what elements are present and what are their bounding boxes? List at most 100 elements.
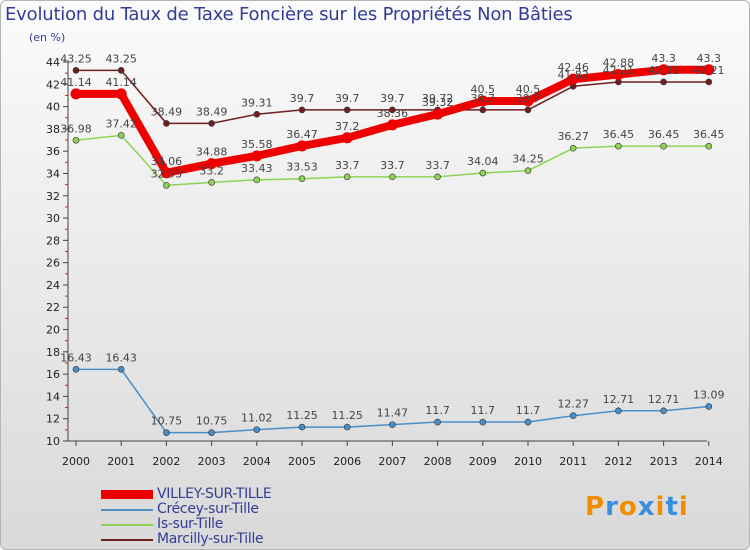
data-point-cr-cey-sur-tille (660, 407, 667, 415)
data-point-is-sur-tille (660, 142, 667, 150)
x-tick-label: 2002 (152, 455, 180, 468)
logo-letter: o (618, 492, 638, 522)
data-label-is-sur-tille: 33.7 (380, 159, 405, 172)
data-point-villey-sur-tille (206, 158, 218, 170)
x-tick-label: 2005 (288, 455, 316, 468)
logo-letter: x (637, 492, 656, 522)
data-label-cr-cey-sur-tille: 11.7 (471, 404, 496, 417)
chart-title: Evolution du Taux de Taxe Foncière sur l… (5, 4, 573, 25)
legend-swatch (101, 509, 153, 511)
data-label-villey-sur-tille: 41.14 (105, 76, 137, 89)
data-label-is-sur-tille: 33.53 (286, 161, 318, 174)
data-label-cr-cey-sur-tille: 10.75 (151, 415, 183, 428)
y-tick-label: 16 (46, 368, 60, 381)
data-label-cr-cey-sur-tille: 11.02 (241, 412, 273, 425)
legend-label: Is-sur-Tille (157, 516, 224, 532)
data-label-cr-cey-sur-tille: 11.47 (377, 407, 409, 420)
series-villey-sur-tille (70, 64, 715, 179)
data-label-cr-cey-sur-tille: 11.7 (425, 404, 450, 417)
data-label-villey-sur-tille: 43.3 (651, 52, 676, 65)
legend-label: VILLEY-SUR-TILLE (157, 486, 272, 502)
data-label-marcilly-sur-tille: 39.31 (241, 96, 273, 109)
y-tick-label: 28 (46, 234, 60, 247)
data-point-villey-sur-tille (612, 68, 624, 80)
data-label-marcilly-sur-tille: 42.21 (603, 64, 635, 77)
data-point-villey-sur-tille (251, 150, 263, 162)
data-point-cr-cey-sur-tille (615, 407, 622, 415)
y-tick-label: 38 (46, 123, 60, 136)
data-point-is-sur-tille (208, 179, 215, 186)
data-point-is-sur-tille (705, 142, 713, 150)
data-label-cr-cey-sur-tille: 11.25 (286, 409, 318, 422)
data-point-marcilly-sur-tille (343, 106, 351, 114)
data-label-villey-sur-tille: 35.58 (241, 138, 273, 151)
data-point-marcilly-sur-tille (72, 67, 80, 74)
proxiti-logo: Proxiti (585, 492, 689, 522)
data-label-villey-sur-tille: 36.47 (286, 128, 318, 141)
x-tick-label: 2000 (62, 455, 90, 468)
x-tick-label: 2013 (650, 455, 678, 468)
series-cr-cey-sur-tille (72, 366, 713, 436)
data-point-is-sur-tille (524, 167, 532, 174)
x-tick-label: 2004 (243, 455, 271, 468)
data-point-villey-sur-tille (296, 140, 308, 152)
data-label-is-sur-tille: 33.7 (425, 159, 450, 172)
legend-swatch (101, 539, 153, 541)
data-point-marcilly-sur-tille (298, 106, 306, 114)
data-label-cr-cey-sur-tille: 16.43 (60, 351, 92, 364)
data-label-marcilly-sur-tille: 39.7 (516, 92, 541, 105)
data-label-is-sur-tille: 34.04 (467, 155, 499, 168)
data-label-marcilly-sur-tille: 43.25 (105, 52, 137, 65)
y-tick-label: 10 (46, 435, 60, 448)
logo-letter: t (665, 492, 679, 522)
legend-label: Crécey-sur-Tille (157, 501, 259, 517)
data-point-villey-sur-tille (160, 167, 172, 179)
x-tick-label: 2012 (604, 455, 632, 468)
y-tick-label: 22 (46, 301, 60, 314)
axes: 10 12 14 16 18 20 22 24 26 28 30 32 34 36 38 40 42 44 2000… (46, 56, 723, 468)
data-point-is-sur-tille (253, 176, 261, 184)
y-tick-label: 18 (46, 346, 60, 359)
y-tick-label: 14 (46, 390, 60, 403)
legend-label: Marcilly-sur-Tille (157, 531, 264, 547)
y-tick-label: 34 (46, 167, 60, 180)
data-point-cr-cey-sur-tille (389, 421, 396, 428)
data-point-cr-cey-sur-tille (298, 423, 306, 431)
logo-letter: r (605, 492, 619, 522)
data-point-is-sur-tille (569, 144, 577, 152)
y-tick-label: 42 (46, 78, 60, 91)
data-point-is-sur-tille (298, 175, 306, 183)
data-point-marcilly-sur-tille (524, 106, 532, 114)
data-point-marcilly-sur-tille (208, 120, 215, 127)
x-tick-label: 2007 (378, 455, 406, 468)
x-tick-label: 2010 (514, 455, 542, 468)
data-point-villey-sur-tille (703, 64, 715, 76)
data-point-marcilly-sur-tille (479, 106, 487, 114)
data-label-marcilly-sur-tille: 38.49 (151, 105, 183, 118)
data-label-villey-sur-tille: 40.5 (471, 83, 496, 96)
data-label-marcilly-sur-tille: 39.7 (471, 92, 496, 105)
data-label-is-sur-tille: 33.2 (199, 164, 224, 177)
data-label-villey-sur-tille: 43.3 (697, 52, 722, 65)
data-label-cr-cey-sur-tille: 16.43 (105, 351, 137, 364)
data-label-is-sur-tille: 32.93 (151, 167, 183, 180)
data-label-marcilly-sur-tille: 41.82 (557, 68, 589, 81)
data-label-is-sur-tille: 34.25 (512, 153, 544, 166)
x-tick-label: 2008 (424, 455, 452, 468)
y-tick-label: 24 (46, 279, 60, 292)
data-label-cr-cey-sur-tille: 10.75 (196, 415, 228, 428)
data-label-villey-sur-tille: 42.88 (603, 56, 635, 69)
data-point-villey-sur-tille (341, 132, 353, 144)
data-label-marcilly-sur-tille: 39.7 (335, 92, 360, 105)
data-point-cr-cey-sur-tille (569, 412, 577, 419)
y-tick-label: 44 (46, 56, 60, 69)
data-label-villey-sur-tille: 34.06 (151, 155, 183, 168)
data-point-is-sur-tille (434, 173, 441, 181)
data-label-is-sur-tille: 33.7 (335, 159, 360, 172)
data-point-villey-sur-tille (477, 95, 489, 107)
data-label-marcilly-sur-tille: 39.7 (290, 92, 315, 105)
data-point-is-sur-tille (389, 173, 396, 181)
data-label-cr-cey-sur-tille: 11.7 (516, 404, 541, 417)
data-label-marcilly-sur-tille: 42.21 (648, 64, 680, 77)
